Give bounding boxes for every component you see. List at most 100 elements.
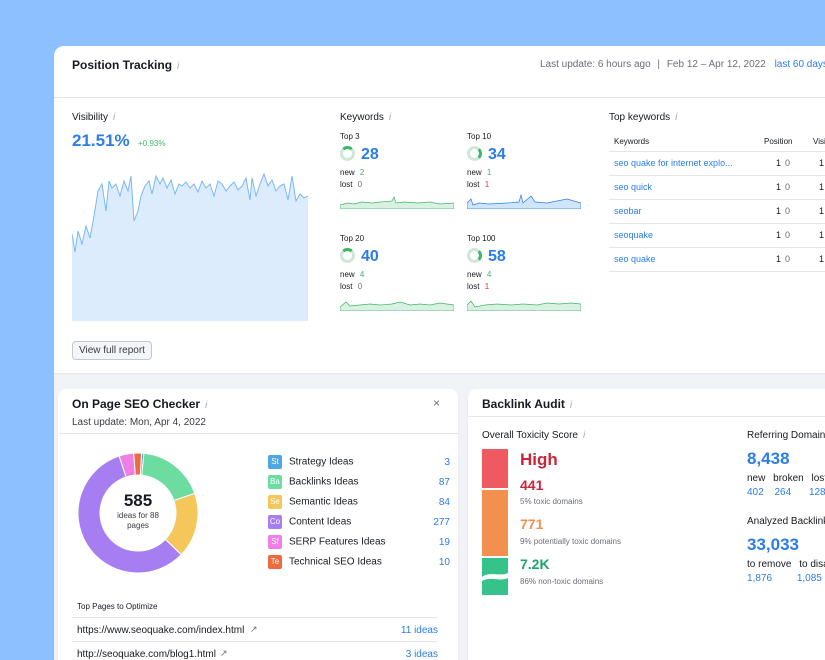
sparkline-area bbox=[466, 193, 582, 210]
page-url[interactable]: http://seoquake.com/blog1.html bbox=[77, 649, 216, 660]
potential-segment bbox=[482, 490, 508, 556]
lost-value: 1 bbox=[484, 180, 490, 189]
ideas-donut-chart[interactable] bbox=[76, 451, 200, 575]
position-change: 0 bbox=[785, 158, 791, 168]
toxicity-level: High bbox=[520, 450, 558, 469]
idea-count[interactable]: 3 bbox=[444, 457, 450, 468]
group-label: Top 20 bbox=[340, 234, 365, 243]
group-value-row: 40 bbox=[340, 248, 455, 266]
group-value-row: 34 bbox=[467, 146, 582, 164]
position-value: 1 bbox=[776, 206, 782, 216]
sparkline-chart bbox=[466, 300, 582, 312]
donut-caption: ideas for 88 pages bbox=[117, 511, 159, 530]
widget-title-text: On Page SEO Checker bbox=[72, 397, 201, 411]
progress-ring-icon bbox=[340, 248, 355, 263]
page-ideas-link[interactable]: 3 ideas bbox=[405, 649, 438, 660]
external-link-icon[interactable]: ↗ bbox=[220, 648, 228, 658]
idea-count[interactable]: 10 bbox=[438, 557, 450, 568]
visibility-value: 1 bbox=[819, 230, 825, 240]
ref-lost-label: lost bbox=[811, 473, 825, 484]
keyword-group-top100[interactable]: Top 100 58 new 4 lost 1 bbox=[466, 234, 582, 316]
keywords-label-text: Keywords bbox=[340, 112, 384, 123]
analyzed-breakdown-values: 1,876 1,085 bbox=[747, 573, 822, 584]
idea-row-technical[interactable]: Te Technical SEO Ideas 10 bbox=[268, 555, 450, 571]
keyword-link[interactable]: seobar bbox=[614, 206, 642, 216]
widget-title-text: Backlink Audit bbox=[482, 397, 565, 411]
page-url[interactable]: https://www.seoquake.com/index.html bbox=[77, 625, 245, 636]
table-row: seo quake for internet explo... 1 0 1 bbox=[609, 152, 825, 176]
info-icon[interactable]: i bbox=[569, 400, 573, 411]
info-icon[interactable]: i bbox=[388, 112, 392, 123]
idea-row-backlinks[interactable]: Ba Backlinks Ideas 87 bbox=[268, 475, 450, 491]
new-value: 4 bbox=[486, 270, 492, 279]
info-icon[interactable]: i bbox=[177, 61, 180, 72]
info-icon[interactable]: i bbox=[205, 400, 208, 411]
disavow-value[interactable]: 1,085 bbox=[796, 573, 822, 584]
analyzed-backlinks-value[interactable]: 33,033 bbox=[747, 535, 799, 554]
idea-count[interactable]: 277 bbox=[433, 517, 450, 528]
view-full-report-button[interactable]: View full report bbox=[72, 341, 152, 360]
idea-count[interactable]: 87 bbox=[438, 477, 450, 488]
lost-value: 0 bbox=[357, 180, 363, 189]
non-toxic-label: 86% non-toxic domains bbox=[520, 577, 604, 586]
info-icon[interactable]: i bbox=[675, 112, 678, 123]
idea-row-strategy[interactable]: St Strategy Ideas 3 bbox=[268, 455, 450, 471]
remove-value[interactable]: 1,876 bbox=[747, 573, 773, 584]
non-toxic-count[interactable]: 7.2K bbox=[520, 556, 550, 572]
visibility-chart[interactable] bbox=[72, 166, 308, 321]
visibility-percent: 21.51% bbox=[72, 131, 130, 150]
group-value-row: 28 bbox=[340, 146, 455, 164]
ref-lost-value[interactable]: 128 bbox=[808, 487, 825, 498]
new-label: new bbox=[467, 270, 482, 279]
widget-title: On Page SEO Checker i bbox=[72, 397, 207, 411]
visibility-value: 1 bbox=[819, 158, 825, 168]
keyword-group-top10[interactable]: Top 10 34 new 1 lost 1 bbox=[466, 132, 582, 214]
idea-label: Content Ideas bbox=[289, 516, 352, 528]
keyword-group-top20[interactable]: Top 20 40 new 4 lost 0 bbox=[339, 234, 455, 316]
period-link[interactable]: last 60 days bbox=[774, 59, 825, 70]
referring-domains-label: Referring Domains bbox=[747, 430, 825, 441]
column-position[interactable]: Position bbox=[764, 137, 793, 146]
keyword-link[interactable]: seo quake for internet explo... bbox=[614, 158, 733, 168]
idea-row-serp[interactable]: Sf SERP Features Ideas 19 bbox=[268, 535, 450, 551]
visibility-value: 21.51% +0.93% bbox=[72, 131, 165, 151]
info-icon[interactable]: i bbox=[112, 112, 116, 123]
widget-header: Position Tracking i Last update: 6 hours … bbox=[54, 46, 825, 98]
visibility-value: 1 bbox=[819, 182, 825, 192]
donut-slice-technical-seo-ideas[interactable] bbox=[133, 452, 143, 476]
visibility-change: +0.93% bbox=[138, 139, 166, 148]
position-value: 1 bbox=[776, 182, 782, 192]
idea-row-content[interactable]: Co Content Ideas 277 bbox=[268, 515, 450, 531]
new-row: new 4 bbox=[340, 270, 455, 279]
potential-count[interactable]: 771 bbox=[520, 516, 544, 532]
serp-icon: Sf bbox=[268, 535, 282, 549]
keyword-group-top3[interactable]: Top 3 28 new 2 lost 0 bbox=[339, 132, 455, 214]
referring-domains-value[interactable]: 8,438 bbox=[747, 449, 790, 468]
non-toxic-segment-tail bbox=[482, 578, 508, 595]
divider bbox=[58, 433, 458, 434]
analyzed-breakdown-labels: to remove to disavow bbox=[747, 559, 825, 570]
column-visibility[interactable]: Visi bbox=[813, 137, 825, 146]
donut-slice-content-ideas[interactable] bbox=[77, 455, 182, 574]
disavow-label: to disavow bbox=[799, 559, 825, 570]
info-icon[interactable]: i bbox=[582, 430, 586, 441]
new-label: new bbox=[467, 168, 482, 177]
idea-count[interactable]: 84 bbox=[438, 497, 450, 508]
top-pages-label: Top Pages to Optimize bbox=[77, 602, 158, 611]
table-row: seo quick 1 0 1 bbox=[609, 176, 825, 200]
content-icon: Co bbox=[268, 515, 282, 529]
keyword-link[interactable]: seo quick bbox=[614, 182, 653, 192]
ref-new-value[interactable]: 402 bbox=[747, 487, 764, 498]
idea-count[interactable]: 19 bbox=[438, 537, 450, 548]
keyword-link[interactable]: seo quake bbox=[614, 254, 656, 264]
toxic-count[interactable]: 441 bbox=[520, 477, 544, 493]
page-ideas-link[interactable]: 11 ideas bbox=[400, 625, 438, 636]
ref-broken-value[interactable]: 264 bbox=[774, 487, 792, 498]
close-icon[interactable]: × bbox=[433, 396, 441, 410]
column-keyword[interactable]: Keywords bbox=[614, 137, 650, 146]
toxic-label: 5% toxic domains bbox=[520, 497, 583, 506]
idea-row-semantic[interactable]: Se Semantic Ideas 84 bbox=[268, 495, 450, 511]
keyword-link[interactable]: seoquake bbox=[614, 230, 654, 240]
external-link-icon[interactable]: ↗ bbox=[250, 624, 258, 634]
page-row: https://www.seoquake.com/index.html ↗ 11 … bbox=[72, 617, 438, 641]
